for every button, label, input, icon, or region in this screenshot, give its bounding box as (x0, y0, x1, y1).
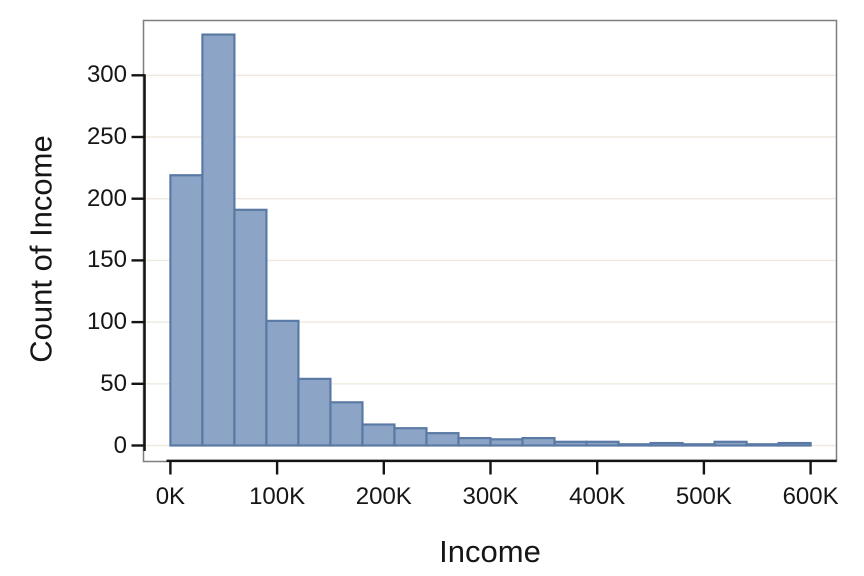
histogram-bar (617, 443, 652, 447)
histogram-bar (233, 208, 268, 447)
histogram-bar (425, 432, 460, 447)
histogram-bar (361, 423, 396, 447)
y-tick-label: 150 (86, 246, 127, 274)
histogram-bar (553, 440, 588, 447)
x-tick-label: 100K (249, 483, 306, 510)
histogram-bar (585, 440, 620, 447)
histogram-bar (329, 401, 364, 447)
x-tick-label: 400K (569, 483, 626, 510)
x-tick-label: 600K (782, 483, 839, 510)
histogram-bar (713, 440, 748, 447)
histogram-bar (521, 436, 556, 447)
histogram-bar (681, 443, 716, 447)
y-tick-label: 250 (86, 123, 127, 150)
histogram-bar (169, 174, 204, 447)
y-tick-label: 50 (100, 369, 127, 397)
x-tick-label: 500K (675, 483, 732, 510)
y-tick-label: 300 (86, 61, 127, 89)
y-tick-label: 100 (86, 308, 127, 336)
x-axis-title: Income (439, 534, 541, 569)
histogram-bar (265, 319, 300, 447)
histogram-bar (777, 441, 812, 447)
x-tick-label: 300K (462, 483, 519, 510)
histogram-bar (489, 438, 524, 447)
histogram-bar (393, 427, 428, 447)
histogram-bar (457, 436, 492, 447)
histogram-bar (201, 33, 236, 447)
y-tick-label: 200 (86, 184, 127, 212)
histogram-bar (745, 443, 780, 447)
x-tick-label: 200K (355, 483, 412, 510)
histogram-bar (297, 377, 332, 447)
y-tick-label: 0 (113, 431, 127, 459)
histogram-bar (649, 441, 684, 447)
x-tick-label: 0K (155, 483, 186, 510)
